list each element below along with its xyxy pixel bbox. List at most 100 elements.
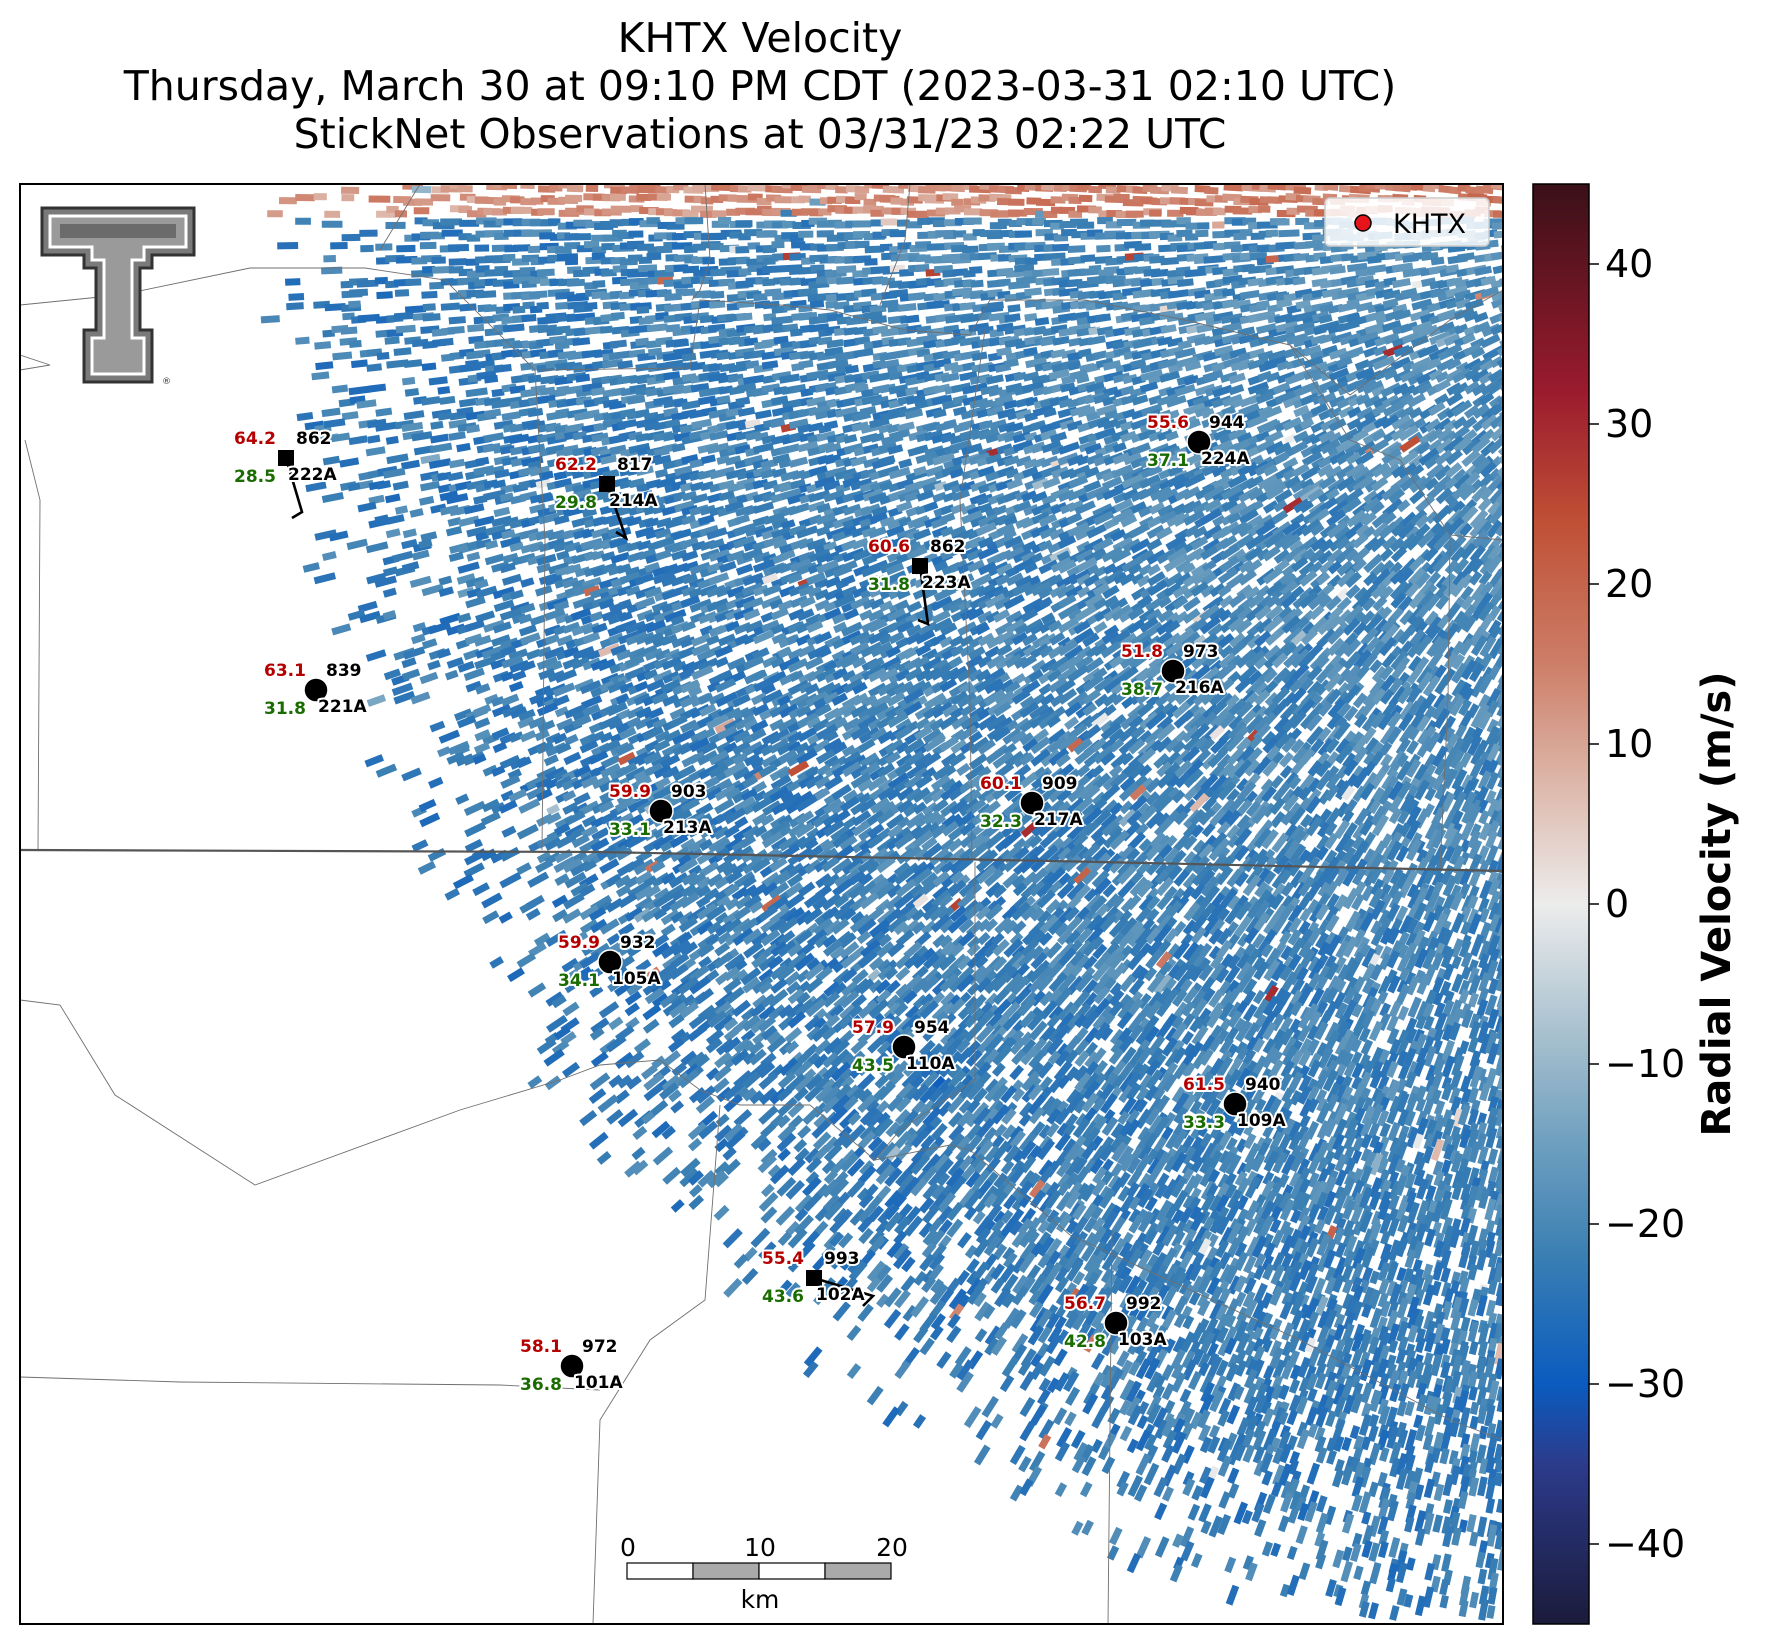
radar-gate (277, 242, 298, 249)
radar-gate (1240, 229, 1253, 236)
radar-gate (360, 245, 373, 252)
radar-gate (295, 194, 315, 201)
radar-gate (1213, 208, 1226, 215)
radar-gate (684, 217, 703, 224)
radar-gate (440, 338, 454, 346)
radar-gate (467, 324, 484, 332)
radar-gate (962, 246, 979, 254)
radar-gate (340, 326, 357, 334)
radar-gate (474, 244, 489, 251)
radar-gate (348, 300, 361, 308)
radar-gate (1493, 211, 1509, 218)
radar-gate (890, 230, 906, 237)
radar-gate (762, 278, 775, 286)
radar-gate (763, 230, 775, 237)
radar-gate (1275, 241, 1295, 249)
radar-gate (1096, 245, 1111, 253)
radar-gate (1077, 222, 1094, 229)
radar-gate (836, 277, 855, 285)
radar-gate (421, 291, 437, 299)
radar-gate (574, 233, 591, 240)
radar-gate (1195, 230, 1208, 237)
radar-gate (513, 244, 530, 251)
radar-gate (414, 207, 430, 214)
radar-gate (592, 280, 605, 288)
radar-gate (933, 220, 945, 227)
radar-gate (422, 313, 440, 321)
radar-gate (1032, 218, 1046, 225)
radar-gate (952, 185, 966, 192)
radar-gate (584, 302, 597, 310)
radar-gate (710, 291, 724, 299)
radar-gate (600, 326, 613, 334)
radar-gate (537, 269, 555, 277)
radar-gate (737, 300, 755, 308)
radar-gate (1493, 230, 1507, 238)
radar-gate (1204, 187, 1218, 195)
radar-gate (377, 352, 390, 360)
radar-gate (1501, 264, 1523, 275)
radar-gate (1294, 187, 1312, 195)
radar-gate (511, 207, 532, 214)
radar-gate (799, 196, 811, 203)
radar-gate (1503, 186, 1516, 194)
radar-gate (1052, 244, 1069, 252)
radar-gate (395, 289, 409, 297)
radar-gate (969, 266, 982, 274)
radar-gate (1171, 186, 1188, 194)
radar-gate (762, 265, 781, 273)
radar-gate (1502, 210, 1519, 217)
radar-gate (1492, 196, 1511, 204)
radar-gate (646, 253, 661, 261)
radar-gate (897, 242, 911, 249)
radar-gate (423, 303, 436, 311)
radar-gate (457, 185, 472, 192)
radar-gate (555, 302, 568, 310)
radar-gate (529, 290, 548, 298)
radar-gate (1079, 195, 1093, 202)
radar-gate (420, 242, 437, 249)
radar-gate (735, 220, 752, 227)
radar-gate (1258, 206, 1271, 213)
radar-gate (775, 196, 792, 203)
radar-gate (1008, 199, 1024, 206)
radar-gate (322, 221, 343, 228)
radar-gate (324, 211, 340, 218)
radar-gate (385, 222, 405, 229)
radar-gate (349, 289, 368, 297)
radar-gate (396, 245, 415, 252)
radar-gate (636, 306, 649, 314)
radar-gate (1080, 254, 1095, 262)
radar-gate (628, 230, 643, 237)
radar-gate (449, 316, 466, 324)
radar-gate (1213, 243, 1225, 251)
radar-gate (431, 194, 451, 201)
radar-gate (718, 217, 731, 224)
radar-gate (459, 303, 476, 311)
radar-gate (567, 279, 585, 287)
radar-gate (1212, 221, 1224, 228)
radar-gate (484, 304, 497, 312)
radar-gate (1503, 194, 1525, 203)
radar-gate (915, 211, 929, 218)
radar-gate (964, 208, 982, 215)
radar-gate (1197, 222, 1210, 229)
radar-gate (611, 206, 632, 213)
radar-gate (440, 218, 462, 225)
radar-gate (1015, 230, 1032, 237)
radar-gate (341, 194, 354, 201)
radar-gate (528, 246, 540, 253)
radar-gate (314, 193, 327, 200)
radar-gate (349, 340, 362, 348)
radar-gate (447, 326, 464, 334)
radar-gate (441, 303, 460, 311)
radar-gate (475, 290, 496, 298)
radar-gate (657, 193, 671, 200)
radar-gate (521, 314, 536, 322)
radar-gate (567, 185, 583, 192)
radar-gate (295, 218, 311, 225)
radar-gate (448, 244, 469, 252)
radar-gate (771, 241, 784, 248)
radar-gate (971, 280, 984, 288)
radar-gate (1160, 257, 1179, 265)
